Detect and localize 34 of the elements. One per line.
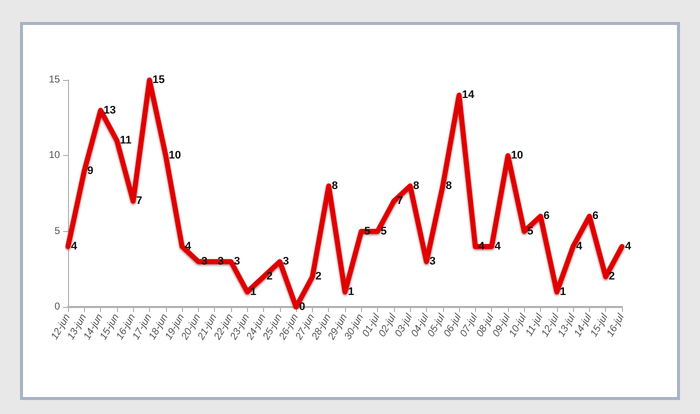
data-label: 7: [136, 195, 142, 208]
data-label: 10: [168, 150, 182, 162]
data-label: 6: [592, 210, 599, 222]
data-label: 5: [527, 225, 534, 238]
data-label: 2: [608, 270, 615, 283]
data-label: 1: [250, 286, 256, 298]
data-label: 8: [446, 180, 452, 192]
data-label: 15: [152, 74, 165, 86]
data-label: 0: [299, 301, 306, 313]
data-label: 8: [413, 180, 420, 192]
data-label: 7: [396, 195, 404, 208]
data-label: 1: [348, 286, 354, 298]
y-tick-label: 0: [54, 302, 60, 312]
data-label: 2: [266, 270, 273, 283]
data-label: 11: [120, 134, 132, 147]
data-label: 4: [494, 240, 502, 252]
data-label: 5: [380, 225, 387, 238]
data-label: 2: [315, 270, 322, 283]
data-label: 3: [234, 256, 240, 268]
data-label: 3: [429, 256, 436, 268]
data-label: 4: [625, 240, 632, 252]
data-label: 10: [510, 150, 524, 162]
data-label: 6: [544, 210, 550, 222]
data-label: 4: [71, 240, 78, 252]
data-label: 14: [462, 89, 476, 102]
y-tick-label: 15: [48, 74, 60, 86]
y-tick-label: 10: [48, 150, 60, 162]
data-label: 9: [87, 164, 94, 177]
data-label: 1: [560, 286, 566, 298]
data-label: 8: [332, 180, 338, 192]
data-label: 13: [104, 104, 116, 116]
data-label: 3: [282, 256, 289, 268]
y-tick-label: 5: [54, 226, 60, 237]
data-label: 4: [576, 240, 584, 252]
